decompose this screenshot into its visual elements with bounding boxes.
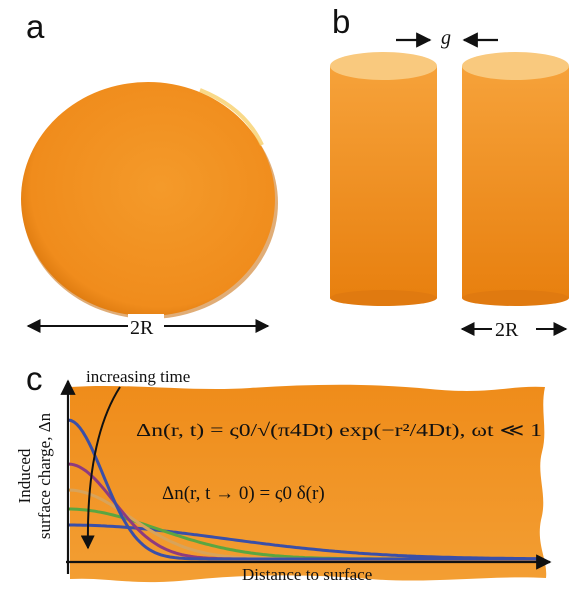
increasing-time-label: increasing time [86, 367, 190, 386]
charge-curves [67, 418, 542, 561]
panel-c: c increasing time Induced surface charge… [15, 360, 552, 584]
sphere [21, 82, 275, 316]
gap-label: g [441, 27, 451, 49]
panel-a: a 2R [21, 8, 278, 339]
panel-c-letter: c [26, 360, 43, 397]
cylinder-left [330, 52, 437, 306]
y-axis-label-line2: surface charge, Δn [35, 412, 54, 539]
panel-a-dimension-label: 2R [130, 317, 154, 339]
y-axis-label-line1: Induced [15, 448, 34, 503]
cylinder-right [462, 52, 569, 306]
panel-b-letter: b [332, 3, 350, 40]
panel-b-dimension-label: 2R [495, 319, 519, 341]
equation-1: Δn(r, t) = ς0/√(π4Dt) exp(−r²/4Dt), ωt ≪… [136, 420, 542, 441]
increasing-time-arrow [80, 386, 121, 550]
curve-1 [67, 418, 542, 561]
x-axis-label: Distance to surface [242, 565, 372, 584]
equation-2: Δn(r, t → 0) = ς0 δ(r) [162, 483, 325, 504]
panel-a-letter: a [26, 8, 45, 45]
sphere-highlight [199, 88, 264, 146]
panel-b: b g 2R [330, 3, 569, 341]
